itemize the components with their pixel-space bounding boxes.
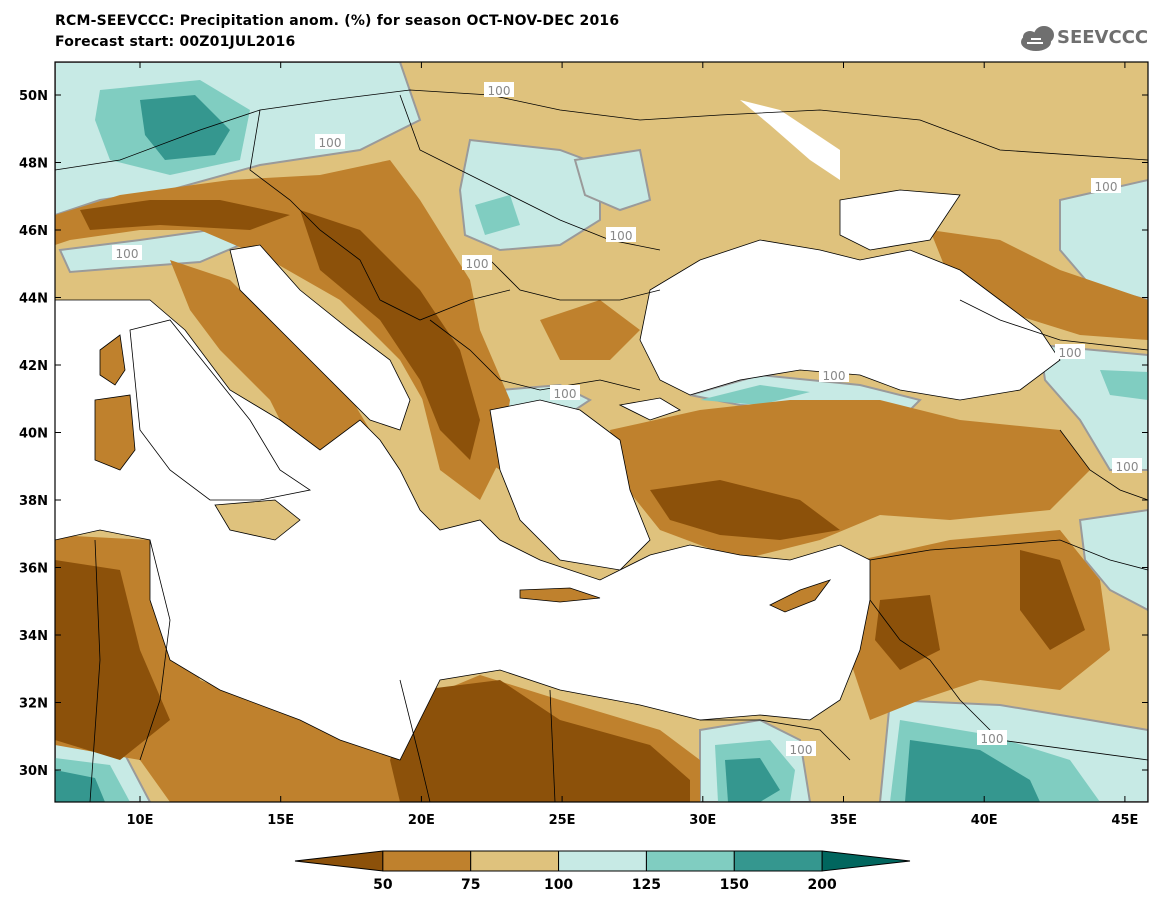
colorbar-label: 125: [632, 877, 661, 893]
colorbar-segment: [294, 850, 384, 872]
contour-label: 100: [823, 369, 846, 383]
driest-balkans: [300, 210, 480, 460]
contour-label: 100: [981, 732, 1004, 746]
adriatic-sea: [229, 244, 411, 431]
wet-zone-levant: [1078, 508, 1148, 612]
lon-label: 45E: [1111, 813, 1138, 828]
lat-label: 46N: [19, 224, 48, 239]
cyprus: [769, 579, 832, 613]
lat-label: 40N: [19, 427, 48, 442]
lon-label: 40E: [971, 813, 998, 828]
contour-label: 100: [554, 387, 577, 401]
lat-label: 36N: [19, 562, 48, 577]
wet-zone-carpathian: [458, 138, 601, 252]
wet-core-caucasus: [1100, 370, 1148, 400]
dry-zone-ukraine: [930, 230, 1148, 340]
lon-label: 35E: [830, 813, 857, 828]
colorbar-label: 75: [461, 877, 480, 893]
dry-zone-italy: [170, 260, 370, 470]
driest-lebanon: [875, 595, 940, 670]
colorbar-segment: [470, 850, 560, 872]
lon-label: 25E: [549, 813, 576, 828]
lat-label: 38N: [19, 494, 48, 509]
crete: [519, 587, 601, 603]
dry-zone-alps-balkans: [55, 160, 510, 470]
logo-text: SEEVCCC: [1057, 27, 1149, 48]
map-field: 100 100 100 100 100 100 100 100 100 100 …: [55, 62, 1148, 802]
colorbar-label: 100: [544, 877, 573, 893]
lat-label: 34N: [19, 629, 48, 644]
lat-label: 48N: [19, 157, 48, 172]
wettest-algeria: [55, 770, 105, 802]
tyrrhenian-sea: [129, 319, 312, 501]
sea-of-marmara: [618, 397, 681, 421]
driest-alps: [80, 200, 290, 230]
contour-labels: 100 100 100 100 100 100 100 100 100 100 …: [112, 82, 1142, 757]
colorbar-segment: [558, 850, 647, 872]
forecast-start-label: Forecast start: 00Z01JUL2016: [55, 34, 296, 50]
contour-label: 100: [1116, 460, 1139, 474]
lat-label: 44N: [19, 292, 48, 307]
corsica: [99, 334, 126, 386]
lat-label: 32N: [19, 697, 48, 712]
wet-core-anatolia: [700, 385, 810, 405]
wet-zone-north: [573, 148, 652, 212]
dry-zone-romania: [540, 300, 640, 360]
dnieper-reservoir: [740, 100, 840, 180]
driest-syria: [1020, 550, 1085, 650]
aegean-sea: [489, 399, 651, 571]
sardinia: [94, 394, 136, 471]
contour-label: 100: [1059, 346, 1082, 360]
lon-label: 20E: [408, 813, 435, 828]
contour-label: 100: [488, 84, 511, 98]
colorbar: 50 75 100 125 150 200: [294, 850, 911, 893]
seevccc-logo: [1021, 26, 1054, 51]
colorbar-label: 200: [808, 877, 837, 893]
contour-label: 100: [1095, 180, 1118, 194]
azov-sea: [839, 189, 961, 251]
colorbar-segment: [733, 850, 823, 872]
contour-label: 100: [790, 743, 813, 757]
lon-label: 15E: [267, 813, 294, 828]
colorbar-label: 150: [720, 877, 749, 893]
lat-label: 42N: [19, 359, 48, 374]
lat-label: 50N: [19, 89, 48, 104]
contour-label: 100: [610, 229, 633, 243]
latitude-axis: 50N 48N 46N 44N 42N 40N 38N 36N 34N 32N 30N: [19, 89, 1148, 779]
colorbar-label: 50: [373, 877, 393, 893]
colorbar-segment: [645, 850, 735, 872]
black-sea: [639, 239, 1061, 401]
contour-label: 100: [319, 136, 342, 150]
colorbar-segment: [821, 850, 911, 872]
wettest-arabia: [905, 740, 1040, 802]
longitude-axis: 10E 15E 20E 25E 30E 35E 40E 45E: [127, 62, 1138, 828]
driest-egypt: [390, 680, 690, 802]
wet-zone-alps: [58, 228, 243, 274]
lat-label: 30N: [19, 764, 48, 779]
map-title: RCM-SEEVCCC: Precipitation anom. (%) for…: [55, 13, 620, 29]
contour-label: 100: [466, 257, 489, 271]
driest-libya: [55, 560, 170, 760]
colorbar-segment: [382, 850, 472, 872]
country-borders: [55, 89, 1148, 802]
sicily: [214, 499, 301, 541]
wet-core-carpathian: [475, 195, 520, 235]
wettest-sinai: [725, 758, 780, 802]
cloud-icon: [1021, 26, 1054, 51]
lon-label: 10E: [127, 813, 154, 828]
lon-label: 30E: [689, 813, 716, 828]
contour-label: 100: [116, 247, 139, 261]
driest-anatolia: [650, 480, 840, 540]
